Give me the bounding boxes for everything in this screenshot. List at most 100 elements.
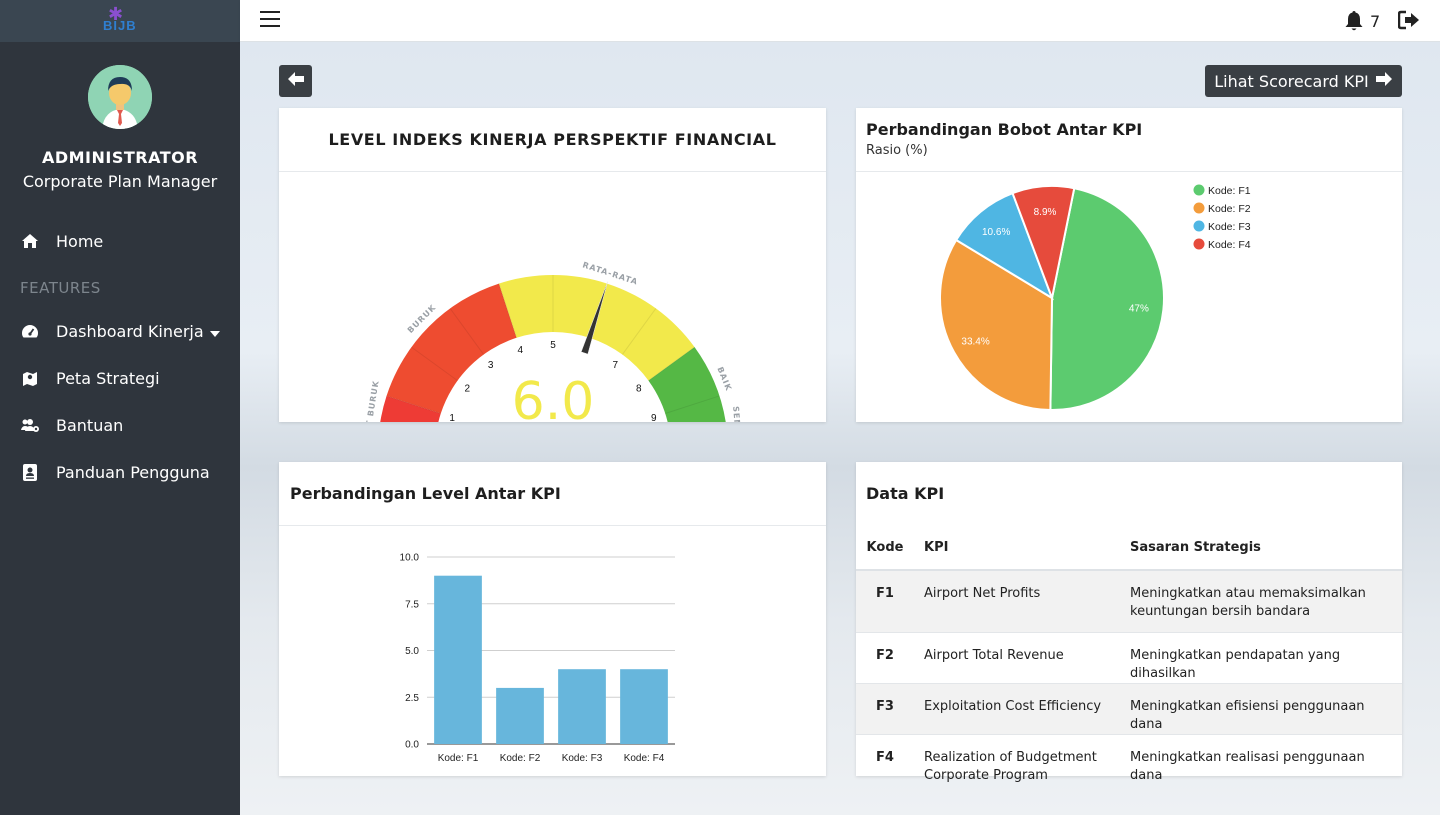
home-icon	[20, 231, 40, 251]
gauge-tick-label: 5	[550, 340, 556, 351]
table-row: F2 Airport Total Revenue Meningkatkan pe…	[856, 631, 1402, 683]
sidebar-item-panduan-pengguna[interactable]: Panduan Pengguna	[20, 462, 210, 482]
legend-marker	[1193, 184, 1205, 196]
pie-title: Perbandingan Bobot Antar KPI	[866, 120, 1143, 139]
pie-slice-label: 47%	[1129, 303, 1149, 314]
pie-slice	[939, 238, 1054, 412]
pie-subtitle: Rasio (%)	[866, 143, 928, 158]
pie-slice-label: 10.6%	[982, 227, 1010, 238]
y-tick-label: 2.5	[405, 693, 419, 704]
sidebar-item-label: Dashboard Kinerja	[56, 321, 204, 341]
cell-kpi: Airport Net Profits	[914, 569, 1120, 632]
gauge-tick-label: 4	[517, 345, 523, 356]
cell-sasaran: Meningkatkan pendapatan yang dihasilkan	[1120, 631, 1402, 683]
sidebar-item-dashboard-kinerja[interactable]: Dashboard Kinerja	[20, 321, 220, 341]
bar-title: Perbandingan Level Antar KPI	[290, 484, 561, 503]
bar-card-header: Perbandingan Level Antar KPI	[279, 462, 826, 526]
gauge-tick-label: 3	[488, 360, 494, 371]
sidebar-item-bantuan[interactable]: Bantuan	[20, 415, 123, 435]
table-header-row: Kode KPI Sasaran Strategis	[856, 526, 1402, 571]
column-header-kpi[interactable]: KPI	[914, 526, 1120, 571]
bar-chart: 0.0 2.5 5.0 7.5 10.0 Kode: F1 Kode: F2 Kode: F3…	[400, 553, 675, 764]
notification-count: 7	[1370, 12, 1381, 31]
gauge-tick-label: 9	[651, 413, 657, 422]
sidebar-item-label: Peta Strategi	[56, 368, 160, 388]
bell-icon[interactable]	[1344, 10, 1364, 36]
map-icon	[20, 368, 40, 388]
gauge-tick	[411, 346, 458, 382]
tachometer-icon	[20, 321, 40, 341]
pie-slice-label: 8.9%	[1034, 207, 1057, 218]
legend-marker	[1193, 220, 1205, 232]
logout-icon[interactable]	[1397, 10, 1420, 34]
bar	[620, 669, 668, 744]
id-card-icon	[20, 462, 40, 482]
arrow-left-icon	[287, 71, 305, 91]
gauge-tick	[386, 395, 441, 415]
cell-kode: F2	[856, 631, 914, 683]
legend-label: Kode: F1	[1208, 185, 1251, 197]
column-header-sasaran[interactable]: Sasaran Strategis	[1120, 526, 1402, 571]
gauge-chart: SANGAT BURUKBURUKRATA-RATABAIKSEMPURNA01…	[287, 260, 745, 481]
sidebar-item-label: Panduan Pengguna	[56, 462, 210, 482]
avatar	[88, 65, 152, 129]
table-row: F3 Exploitation Cost Efficiency Meningka…	[856, 682, 1402, 734]
cell-sasaran: Meningkatkan realisasi penggunaan dana	[1120, 733, 1402, 792]
gauge-tick-label: 7	[613, 360, 619, 371]
table-card-header: Data KPI	[856, 462, 1402, 526]
caret-down-icon	[209, 322, 220, 341]
column-header-kode[interactable]: Kode	[856, 526, 914, 571]
table-row: F4 Realization of Budgetment Corporate P…	[856, 733, 1402, 792]
menu-toggle-icon[interactable]	[260, 11, 280, 29]
gauge-tick	[621, 308, 657, 355]
sidebar-item-label: Home	[56, 231, 104, 251]
user-name: ADMINISTRATOR	[41, 148, 199, 167]
gauge-tick	[648, 346, 695, 382]
legend-label: Kode: F3	[1208, 221, 1251, 233]
gauge-needle	[580, 281, 608, 355]
gauge-tick-label: 2	[464, 384, 470, 395]
app-logo[interactable]: ✱ BIJB	[100, 4, 140, 38]
kpi-table-card: Data KPI Kode KPI Sasaran Strategis F1 A…	[856, 462, 1402, 792]
table-title: Data KPI	[866, 484, 945, 503]
pie-chart: 47% 33.4% 10.6% 8.9% Kode: F1 Kode: F2 Kode: F…	[939, 184, 1251, 412]
topbar: 7	[240, 0, 1440, 42]
gauge-tick-label: 1	[449, 413, 455, 422]
pie-slice	[954, 191, 1054, 301]
back-button[interactable]	[279, 65, 312, 97]
gauge-card: LEVEL INDEKS KINERJA PERSPEKTIF FINANCIA…	[279, 108, 826, 481]
gauge-tick	[449, 308, 485, 355]
bar	[434, 575, 482, 744]
logo-text: BIJB	[103, 18, 137, 33]
sidebar-item-peta-strategi[interactable]: Peta Strategi	[20, 368, 160, 388]
gauge-tick	[665, 395, 720, 415]
x-tick-label: Kode: F3	[562, 753, 603, 764]
pie-slice	[1011, 185, 1076, 302]
cell-sasaran: Meningkatkan efisiensi penggunaan dana	[1120, 682, 1402, 734]
cell-kpi: Airport Total Revenue	[914, 631, 1120, 683]
gauge-value: 6.0	[512, 372, 595, 422]
gauge-card-header: LEVEL INDEKS KINERJA PERSPEKTIF FINANCIA…	[279, 108, 826, 172]
cell-kode: F3	[856, 682, 914, 734]
scorecard-button[interactable]: Lihat Scorecard KPI	[1205, 65, 1402, 97]
pie-card: Perbandingan Bobot Antar KPI Rasio (%) 4…	[856, 108, 1402, 422]
kpi-table: Kode KPI Sasaran Strategis F1 Airport Ne…	[856, 526, 1402, 792]
gauge-band-label: SEMPURNA	[731, 406, 745, 422]
x-tick-label: Kode: F1	[438, 753, 479, 764]
sidebar: ✱ BIJB ADMINISTRATOR Corporate Plan Mana…	[0, 0, 240, 815]
gauge-band	[498, 275, 695, 381]
cell-kode: F1	[856, 569, 914, 632]
table-row: F1 Airport Net Profits Meningkatkan atau…	[856, 569, 1402, 632]
cell-kode: F4	[856, 733, 914, 792]
gauge-band-label: SANGAT BURUK	[359, 380, 381, 422]
gauge-band	[386, 283, 517, 414]
cell-kpi: Exploitation Cost Efficiency	[914, 682, 1120, 734]
user-role: Corporate Plan Manager	[22, 172, 218, 191]
gauge-tick-label: 8	[636, 384, 642, 395]
pie-slice	[1049, 187, 1165, 411]
sidebar-item-home[interactable]: Home	[20, 231, 103, 251]
sidebar-header: ✱ BIJB	[0, 0, 240, 42]
bar	[558, 669, 606, 744]
legend-label: Kode: F4	[1208, 239, 1251, 251]
pie-card-header: Perbandingan Bobot Antar KPI Rasio (%)	[856, 108, 1402, 172]
